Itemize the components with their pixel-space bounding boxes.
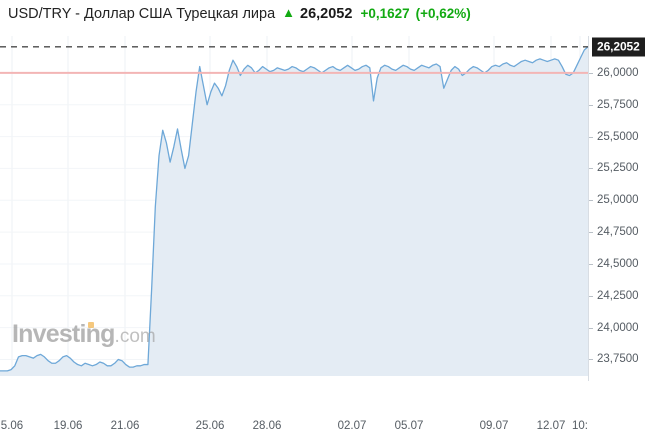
x-axis-tick-label: 21.06 [110,420,140,432]
y-axis-tick-mark [589,359,593,361]
current-price-badge: 26,2052 [592,37,645,57]
price-area-chart[interactable] [0,36,588,376]
y-axis-tick-label: 25,5000 [589,131,639,143]
y-axis[interactable]: 23,7500 24,0000 24,2500 24,5000 24,7500 25,00… [588,36,650,381]
x-axis-tick-label: 10: [572,420,588,432]
y-axis-tick-label: 25,0000 [589,194,639,206]
y-axis-tick-label: 24,5000 [589,258,639,270]
y-axis-tick-mark [589,136,593,138]
price-line [0,46,588,372]
y-axis-tick-mark [589,72,593,74]
last-price: 26,2052 [300,6,353,22]
chart-screenshot: USD/TRY - Доллар США Турецкая лира ▲ 26,… [0,6,650,432]
x-axis-tick-label: 25.06 [195,420,225,432]
y-axis-tick-mark [589,327,593,329]
x-axis-tick-label: 09.07 [479,420,509,432]
chart-plot-area[interactable]: Investing.com [0,36,588,376]
y-axis-tick-mark [589,295,593,297]
y-axis-tick-mark [589,200,593,202]
y-axis-tick-mark [589,232,593,234]
chart-container[interactable]: Investing.com 23,7500 24,0000 24,2500 24,50… [0,36,650,432]
y-axis-tick-mark [589,104,593,106]
y-axis-tick-label: 25,2500 [589,162,639,174]
x-axis-tick-label: 5.06 [0,420,24,432]
x-axis-tick-label: 28.06 [252,420,282,432]
quote-header: USD/TRY - Доллар США Турецкая лира ▲ 26,… [8,6,471,22]
y-axis-tick-label: 23,7500 [589,353,639,365]
x-axis-tick-label: 19.06 [53,420,83,432]
y-axis-tick-label: 25,7500 [589,99,639,111]
x-axis[interactable]: 5.06 19.06 21.06 25.06 28.06 02.07 05.07 09.07 1… [0,417,588,442]
price-change-percent: (+0,62%) [415,6,471,21]
price-change: +0,1627 [360,6,410,21]
x-axis-tick-label: 05.07 [394,420,424,432]
price-area-fill [0,46,588,376]
instrument-title: USD/TRY - Доллар США Турецкая лира [8,6,276,22]
y-axis-tick-label: 24,0000 [589,322,639,334]
y-axis-tick-label: 24,2500 [589,290,639,302]
y-axis-tick-mark [589,263,593,265]
y-axis-tick-mark [589,168,593,170]
y-axis-tick-label: 26,0000 [589,67,639,79]
trend-up-arrow-icon: ▲ [282,5,296,20]
y-axis-tick-label: 24,7500 [589,226,639,238]
x-axis-tick-label: 02.07 [337,420,367,432]
x-axis-tick-label: 12.07 [536,420,566,432]
